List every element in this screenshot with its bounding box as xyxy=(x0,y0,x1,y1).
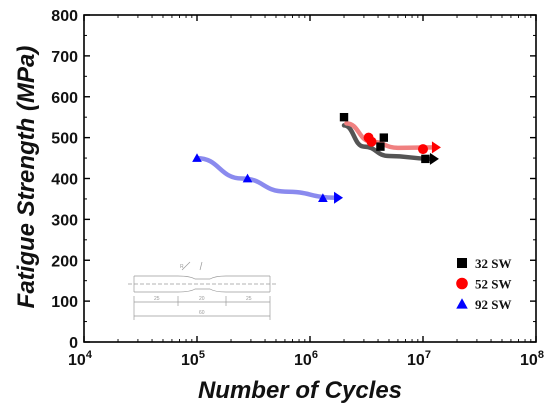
legend-label-32-sw: 32 SW xyxy=(475,256,511,271)
x-tick-label: 104 xyxy=(68,349,93,369)
trend-line-92-sw xyxy=(194,155,339,200)
inset-dim-total: 60 xyxy=(199,310,205,316)
data-point-92-sw xyxy=(242,173,253,183)
runout-arrow-52-sw xyxy=(431,141,441,154)
y-tick-label: 800 xyxy=(51,8,78,25)
data-point-32-sw xyxy=(376,142,385,151)
data-point-32-sw xyxy=(421,154,430,164)
data-point-52-sw xyxy=(366,136,377,147)
y-tick-label: 700 xyxy=(51,49,78,66)
y-axis-title: Fatigue Strength (MPa) xyxy=(13,46,40,309)
y-tick-label: 600 xyxy=(51,90,78,107)
data-point-32-sw xyxy=(339,112,349,122)
y-tick-label: 400 xyxy=(51,172,78,189)
legend: 32 SW 52 SW 92 SW xyxy=(456,256,511,312)
x-tick-label: 108 xyxy=(520,349,544,369)
inset-dim-mid: 20 xyxy=(199,296,205,302)
legend-marker-52-sw xyxy=(456,277,468,290)
data-point-32-sw xyxy=(379,133,389,142)
specimen-inset: 25 20 25 60 R xyxy=(128,261,276,320)
legend-label-92-sw: 92 SW xyxy=(475,297,511,312)
x-tick-label: 105 xyxy=(181,349,205,369)
trend-line-32-sw xyxy=(341,123,435,162)
data-point-92-sw xyxy=(318,193,328,202)
y-tick-label: 0 xyxy=(69,335,78,352)
x-axis-title: Number of Cycles xyxy=(198,377,402,404)
legend-marker-92-sw xyxy=(456,298,468,309)
y-tick-label: 100 xyxy=(51,294,78,311)
plot-border xyxy=(83,14,537,343)
x-tick-label: 106 xyxy=(294,349,318,369)
runout-arrow-92-sw xyxy=(334,191,344,204)
trend-lines xyxy=(194,121,441,204)
y-tick-label: 200 xyxy=(51,253,78,270)
legend-marker-32-sw xyxy=(457,258,467,268)
y-tick-label: 500 xyxy=(51,131,78,148)
data-point-52-sw xyxy=(418,144,428,155)
inset-dim-left: 25 xyxy=(154,296,160,302)
x-tick-label: 107 xyxy=(407,349,431,369)
data-markers xyxy=(192,112,430,202)
y-axis: 0 100 200 300 400 500 600 700 800 xyxy=(51,8,536,352)
inset-dim-right: 25 xyxy=(246,296,252,302)
runout-arrow-32-sw xyxy=(429,152,439,165)
trend-line-52-sw xyxy=(344,121,437,151)
y-tick-label: 300 xyxy=(51,212,78,229)
data-point-92-sw xyxy=(192,153,202,162)
legend-label-52-sw: 52 SW xyxy=(475,277,511,292)
inset-dim-radius: R xyxy=(180,264,184,270)
plot-frame xyxy=(83,14,537,343)
